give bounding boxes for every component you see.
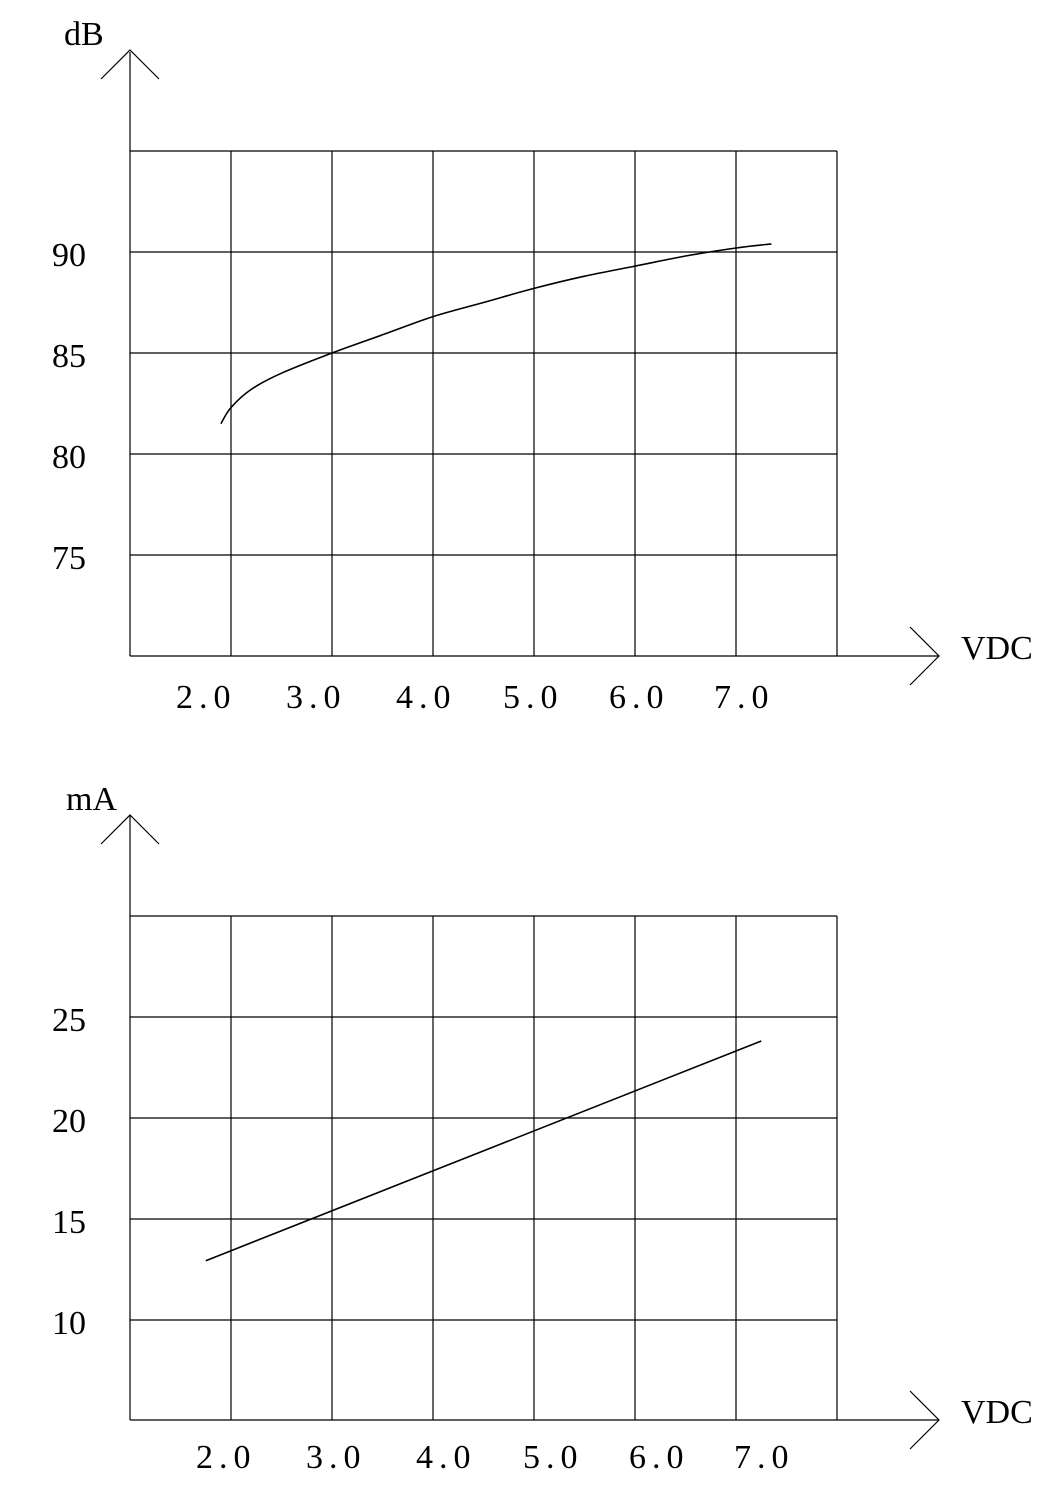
x-tick-label: 3.0 <box>306 1439 367 1476</box>
x-tick-label: 5.0 <box>503 679 564 716</box>
chart-ma-vs-vdc: mA VDC 10 15 20 25 2.0 3.0 4.0 5.0 6.0 7… <box>52 781 1033 1476</box>
axes-db <box>100 49 940 686</box>
series-line-ma <box>205 1040 762 1262</box>
x-axis-label-db: VDC <box>961 630 1033 667</box>
y-axis-arrow-db <box>100 49 160 80</box>
grid-db <box>130 150 838 656</box>
y-tick-label: 20 <box>52 1103 86 1140</box>
y-tick-label: 85 <box>52 338 86 375</box>
grid-ma <box>130 915 838 1420</box>
x-tick-label: 2.0 <box>176 679 237 716</box>
y-axis-label-ma: mA <box>66 781 117 818</box>
y-tick-label: 75 <box>52 540 86 577</box>
y-tick-label: 10 <box>52 1305 86 1342</box>
x-tick-label: 7.0 <box>734 1439 795 1476</box>
x-tick-label: 4.0 <box>396 679 457 716</box>
x-tick-label: 4.0 <box>416 1439 477 1476</box>
x-axis-arrow-ma <box>909 1390 940 1450</box>
x-tick-label: 6.0 <box>629 1439 690 1476</box>
x-axis-arrow-db <box>909 626 940 686</box>
x-tick-label: 7.0 <box>714 679 775 716</box>
y-tick-label: 80 <box>52 439 86 476</box>
axes-ma <box>100 814 940 1450</box>
y-tick-label: 15 <box>52 1204 86 1241</box>
x-tick-label: 5.0 <box>523 1439 584 1476</box>
x-tick-label: 2.0 <box>196 1439 257 1476</box>
y-axis-arrow-ma <box>100 814 160 845</box>
x-tick-label: 6.0 <box>609 679 670 716</box>
chart-db-vs-vdc: dB VDC 75 80 85 90 2.0 3.0 4.0 5.0 6.0 7… <box>52 16 1033 716</box>
y-tick-label: 25 <box>52 1002 86 1039</box>
y-tick-label: 90 <box>52 237 86 274</box>
x-tick-label: 3.0 <box>286 679 347 716</box>
series-line-db <box>220 243 772 425</box>
y-axis-label-db: dB <box>64 16 104 53</box>
x-axis-label-ma: VDC <box>961 1394 1033 1431</box>
